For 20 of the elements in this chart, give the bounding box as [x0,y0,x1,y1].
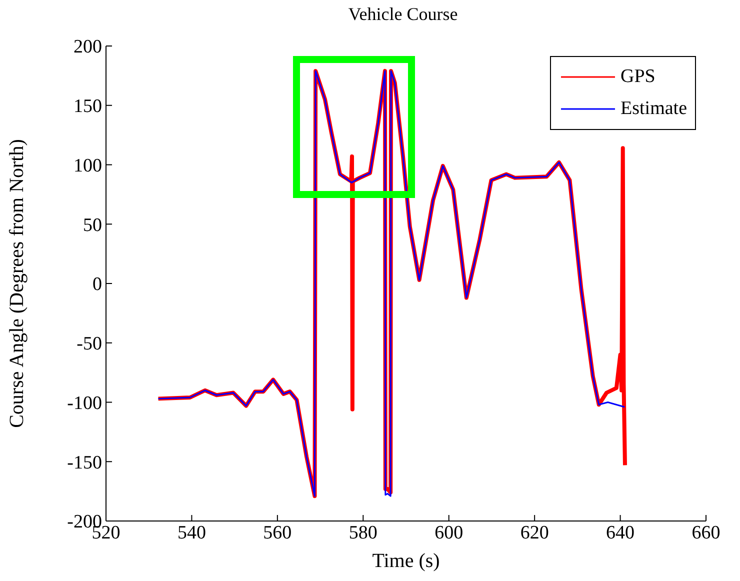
x-tick-label: 560 [263,522,292,544]
y-tick-label: 200 [74,36,102,58]
x-tick-label: 540 [177,522,206,544]
x-tick-label: 640 [606,522,635,544]
x-tick-label: 600 [434,522,464,544]
chart-title: Vehicle Course [347,4,459,25]
y-tick-label: 0 [92,274,102,296]
x-tick-label: 580 [348,522,378,544]
y-tick-label: 150 [74,96,102,118]
y-axis-title: Course Angle (Degrees from North) [6,139,28,428]
legend-label: GPS [620,65,656,89]
y-tick-label: 50 [83,214,102,236]
x-tick-label: 660 [692,522,720,544]
legend-label: Estimate [620,97,687,121]
y-tick-label: -150 [67,452,102,474]
y-tick-label: -100 [67,392,102,414]
x-tick-label: 620 [520,522,549,544]
x-axis-title: Time (s) [372,550,440,572]
y-tick-label: 100 [74,155,102,176]
y-tick-label: -50 [76,334,102,355]
